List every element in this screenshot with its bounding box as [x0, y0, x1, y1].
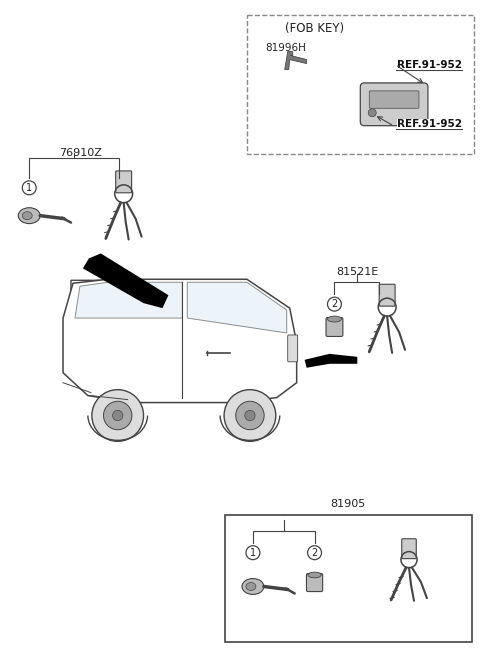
Polygon shape: [63, 279, 297, 403]
FancyBboxPatch shape: [360, 83, 428, 126]
Circle shape: [308, 546, 322, 560]
FancyBboxPatch shape: [116, 171, 132, 193]
Circle shape: [327, 297, 341, 311]
Circle shape: [104, 401, 132, 430]
Text: 81521E: 81521E: [336, 268, 378, 277]
Circle shape: [246, 546, 260, 560]
Circle shape: [224, 390, 276, 441]
Text: REF.91-952: REF.91-952: [396, 60, 462, 70]
Circle shape: [22, 181, 36, 195]
Polygon shape: [187, 282, 287, 333]
FancyBboxPatch shape: [225, 515, 472, 642]
Polygon shape: [83, 253, 168, 308]
Text: REF.91-952: REF.91-952: [396, 119, 462, 129]
Text: 81996H: 81996H: [265, 43, 306, 52]
Text: 2: 2: [312, 548, 318, 558]
Circle shape: [245, 410, 255, 420]
FancyBboxPatch shape: [402, 539, 416, 559]
Ellipse shape: [327, 316, 341, 322]
Ellipse shape: [242, 579, 264, 594]
Ellipse shape: [22, 212, 32, 220]
Circle shape: [236, 401, 264, 430]
Ellipse shape: [246, 583, 256, 590]
FancyBboxPatch shape: [379, 284, 395, 306]
Text: 1: 1: [250, 548, 256, 558]
Text: 2: 2: [331, 299, 337, 309]
Polygon shape: [285, 52, 307, 70]
FancyBboxPatch shape: [288, 335, 298, 362]
Polygon shape: [305, 354, 357, 368]
Text: 1: 1: [26, 183, 32, 193]
Text: 81905: 81905: [331, 499, 366, 509]
Ellipse shape: [308, 572, 321, 578]
Circle shape: [112, 410, 123, 420]
Text: 76910Z: 76910Z: [59, 148, 102, 158]
FancyBboxPatch shape: [326, 318, 343, 337]
FancyBboxPatch shape: [369, 91, 419, 108]
FancyBboxPatch shape: [306, 573, 323, 592]
Ellipse shape: [18, 208, 40, 224]
Circle shape: [368, 109, 376, 117]
Polygon shape: [75, 282, 182, 318]
Polygon shape: [71, 280, 287, 373]
Circle shape: [92, 390, 144, 441]
FancyBboxPatch shape: [247, 15, 474, 154]
Text: (FOB KEY): (FOB KEY): [285, 22, 344, 35]
